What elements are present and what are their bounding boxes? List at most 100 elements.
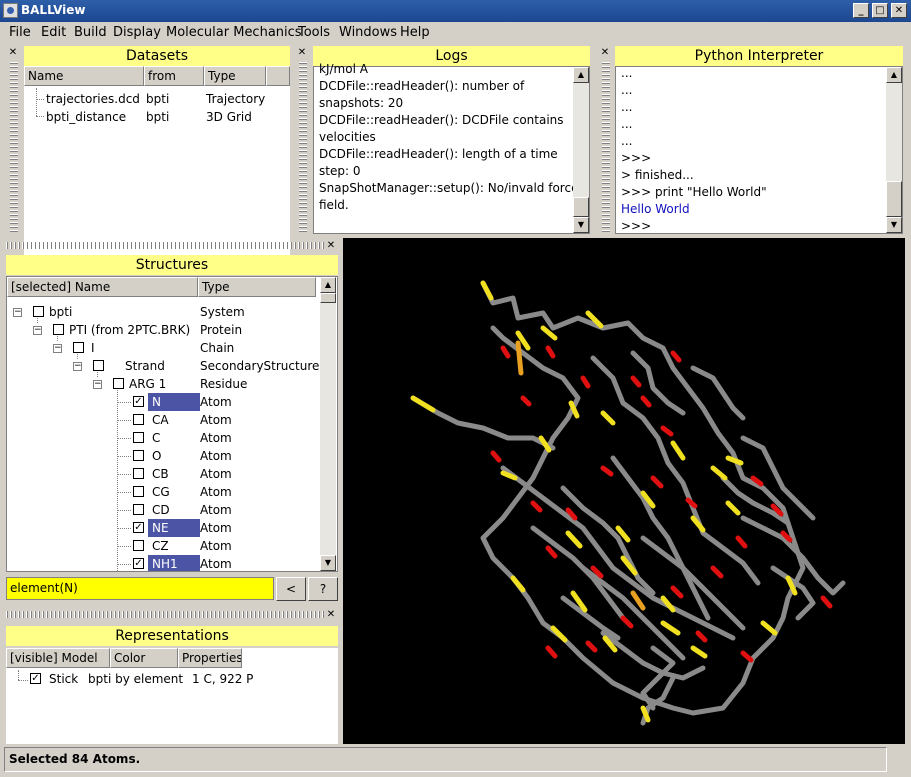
datasets-col-from[interactable]: from <box>144 66 204 86</box>
minimize-button[interactable]: _ <box>853 3 869 18</box>
scroll-up-icon[interactable]: ▲ <box>573 67 589 83</box>
representation-properties: 1 C, 922 P <box>192 672 254 686</box>
log-line: step: 0 <box>319 164 361 178</box>
tree-item-type: Atom <box>200 503 232 517</box>
tree-item-name[interactable]: C <box>152 431 161 445</box>
datasets-title: Datasets <box>24 46 290 66</box>
select-checkbox[interactable] <box>133 432 144 443</box>
expand-toggle-icon[interactable]: − <box>33 325 42 335</box>
select-checkbox[interactable] <box>53 324 64 335</box>
dataset-name[interactable]: bpti_distance <box>46 110 127 124</box>
tree-item-name[interactable]: CD <box>152 503 170 517</box>
tree-item-name[interactable]: CZ <box>152 539 169 553</box>
selection-expression-input[interactable]: element(N) <box>6 577 274 600</box>
molecule-render <box>410 280 846 726</box>
select-checkbox[interactable] <box>133 504 144 515</box>
datasets-drag-handle[interactable] <box>10 62 18 234</box>
select-checkbox[interactable]: ✓ <box>133 558 144 569</box>
scroll-down-icon[interactable]: ▼ <box>573 217 589 233</box>
logs-close-icon[interactable]: ✕ <box>297 47 307 58</box>
menu-tools[interactable]: Tools <box>298 25 331 40</box>
tree-item-type: Residue <box>200 377 248 391</box>
select-checkbox[interactable] <box>93 360 104 371</box>
scroll-up-icon[interactable]: ▲ <box>320 277 336 293</box>
dataset-from: bpti <box>146 92 170 106</box>
menu-windows[interactable]: Windows <box>339 25 398 40</box>
select-checkbox[interactable] <box>133 468 144 479</box>
representations-close-icon[interactable]: ✕ <box>326 609 336 620</box>
representation-model[interactable]: Stick <box>49 672 79 686</box>
molecule-3d-viewer[interactable] <box>343 238 905 744</box>
python-scrollbar[interactable]: ▲ ▼ <box>886 67 902 233</box>
scroll-thumb[interactable] <box>886 181 902 217</box>
expand-toggle-icon[interactable]: − <box>73 361 82 371</box>
select-checkbox[interactable]: ✓ <box>133 396 144 407</box>
close-button[interactable]: ✕ <box>891 3 907 18</box>
visible-checkbox[interactable]: ✓ <box>30 673 41 684</box>
tree-item-type: SecondaryStructure <box>200 359 320 373</box>
structures-drag-handle[interactable] <box>6 242 324 249</box>
datasets-close-icon[interactable]: ✕ <box>8 47 18 58</box>
tree-item-name[interactable]: I <box>91 341 95 355</box>
logs-scrollbar[interactable]: ▲ ▼ <box>573 67 589 233</box>
representations-col-model[interactable]: [visible] Model <box>6 648 110 668</box>
scroll-thumb[interactable] <box>320 293 336 303</box>
python-console[interactable]: ... ... ... ... ... >>> > finished... >>… <box>615 66 903 234</box>
select-checkbox[interactable] <box>113 378 124 389</box>
menu-display[interactable]: Display <box>113 25 161 40</box>
tree-item-name[interactable]: PTI (from 2PTC.BRK) <box>69 323 191 337</box>
datasets-col-name[interactable]: Name <box>24 66 144 86</box>
menu-file[interactable]: File <box>9 25 31 40</box>
tree-item-name[interactable]: NH1 <box>148 555 200 571</box>
tree-item-name[interactable]: CG <box>152 485 170 499</box>
tree-item-name[interactable]: Strand <box>125 359 165 373</box>
log-line: kJ/mol A <box>319 62 368 76</box>
structures-col-name[interactable]: [selected] Name <box>7 277 198 297</box>
select-checkbox[interactable]: ✓ <box>133 522 144 533</box>
select-checkbox[interactable] <box>33 306 44 317</box>
menu-help[interactable]: Help <box>400 25 430 40</box>
representations-drag-handle[interactable] <box>6 611 324 618</box>
expand-toggle-icon[interactable]: − <box>53 343 62 353</box>
dataset-type: 3D Grid <box>206 110 252 124</box>
expand-toggle-icon[interactable]: − <box>13 307 22 317</box>
select-checkbox[interactable] <box>133 450 144 461</box>
select-checkbox[interactable] <box>133 486 144 497</box>
structures-col-type[interactable]: Type <box>198 277 316 297</box>
scroll-up-icon[interactable]: ▲ <box>886 67 902 83</box>
datasets-col-type[interactable]: Type <box>204 66 266 86</box>
tree-item-name[interactable]: CA <box>152 413 169 427</box>
structures-close-icon[interactable]: ✕ <box>326 240 336 251</box>
tree-item-name[interactable]: ARG 1 <box>129 377 167 391</box>
scroll-down-icon[interactable]: ▼ <box>886 217 902 233</box>
back-button[interactable]: < <box>276 577 306 601</box>
tree-item-name[interactable]: CB <box>152 467 169 481</box>
menu-molecular-mechanics[interactable]: Molecular Mechanics <box>166 25 302 40</box>
menu-edit[interactable]: Edit <box>41 25 67 40</box>
tree-item-name[interactable]: O <box>152 449 162 463</box>
python-close-icon[interactable]: ✕ <box>600 47 610 58</box>
select-checkbox[interactable] <box>133 414 144 425</box>
expand-toggle-icon[interactable]: − <box>93 379 102 389</box>
tree-item-name[interactable]: N <box>148 393 200 411</box>
scroll-thumb[interactable] <box>573 197 589 217</box>
help-button[interactable]: ? <box>308 577 338 601</box>
python-drag-handle[interactable] <box>602 62 610 234</box>
tree-item-name[interactable]: bpti <box>49 305 73 319</box>
python-prompt: >>> <box>621 219 652 233</box>
representations-col-properties[interactable]: Properties <box>178 648 242 668</box>
logs-panel: ✕ Logs kJ/mol A DCDFile::readHeader(): n… <box>293 44 592 236</box>
menu-build[interactable]: Build <box>74 25 107 40</box>
structures-scrollbar[interactable]: ▲ ▼ <box>320 277 336 571</box>
scroll-down-icon[interactable]: ▼ <box>320 555 336 571</box>
select-checkbox[interactable] <box>73 342 84 353</box>
maximize-button[interactable]: □ <box>872 3 888 18</box>
window-title: BALLView <box>21 3 86 17</box>
representations-col-color[interactable]: Color <box>110 648 178 668</box>
tree-item-type: Atom <box>200 521 232 535</box>
resize-grip-icon[interactable] <box>887 747 907 772</box>
logs-drag-handle[interactable] <box>299 62 307 234</box>
tree-item-name[interactable]: NE <box>148 519 200 537</box>
select-checkbox[interactable] <box>133 540 144 551</box>
dataset-name[interactable]: trajectories.dcd <box>46 92 140 106</box>
